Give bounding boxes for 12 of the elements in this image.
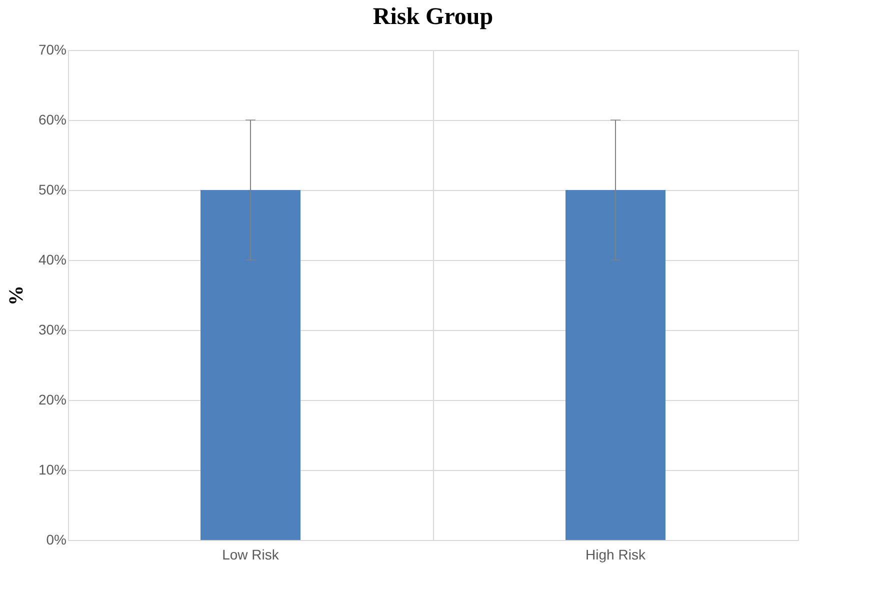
y-tick-label: 40% xyxy=(38,252,66,268)
y-tick-label: 50% xyxy=(38,182,66,198)
y-tick-label: 10% xyxy=(38,462,66,478)
y-tick-label: 70% xyxy=(38,42,66,58)
chart-title: Risk Group xyxy=(372,4,494,30)
y-axis-title: % xyxy=(5,286,28,306)
y-tick-label: 20% xyxy=(38,392,66,408)
x-tick-label: Low Risk xyxy=(222,546,280,562)
x-tick-label: High Risk xyxy=(586,546,646,562)
y-tick-label: 30% xyxy=(38,322,66,338)
y-tick-label: 60% xyxy=(38,112,66,128)
y-tick-label: 0% xyxy=(46,532,66,548)
